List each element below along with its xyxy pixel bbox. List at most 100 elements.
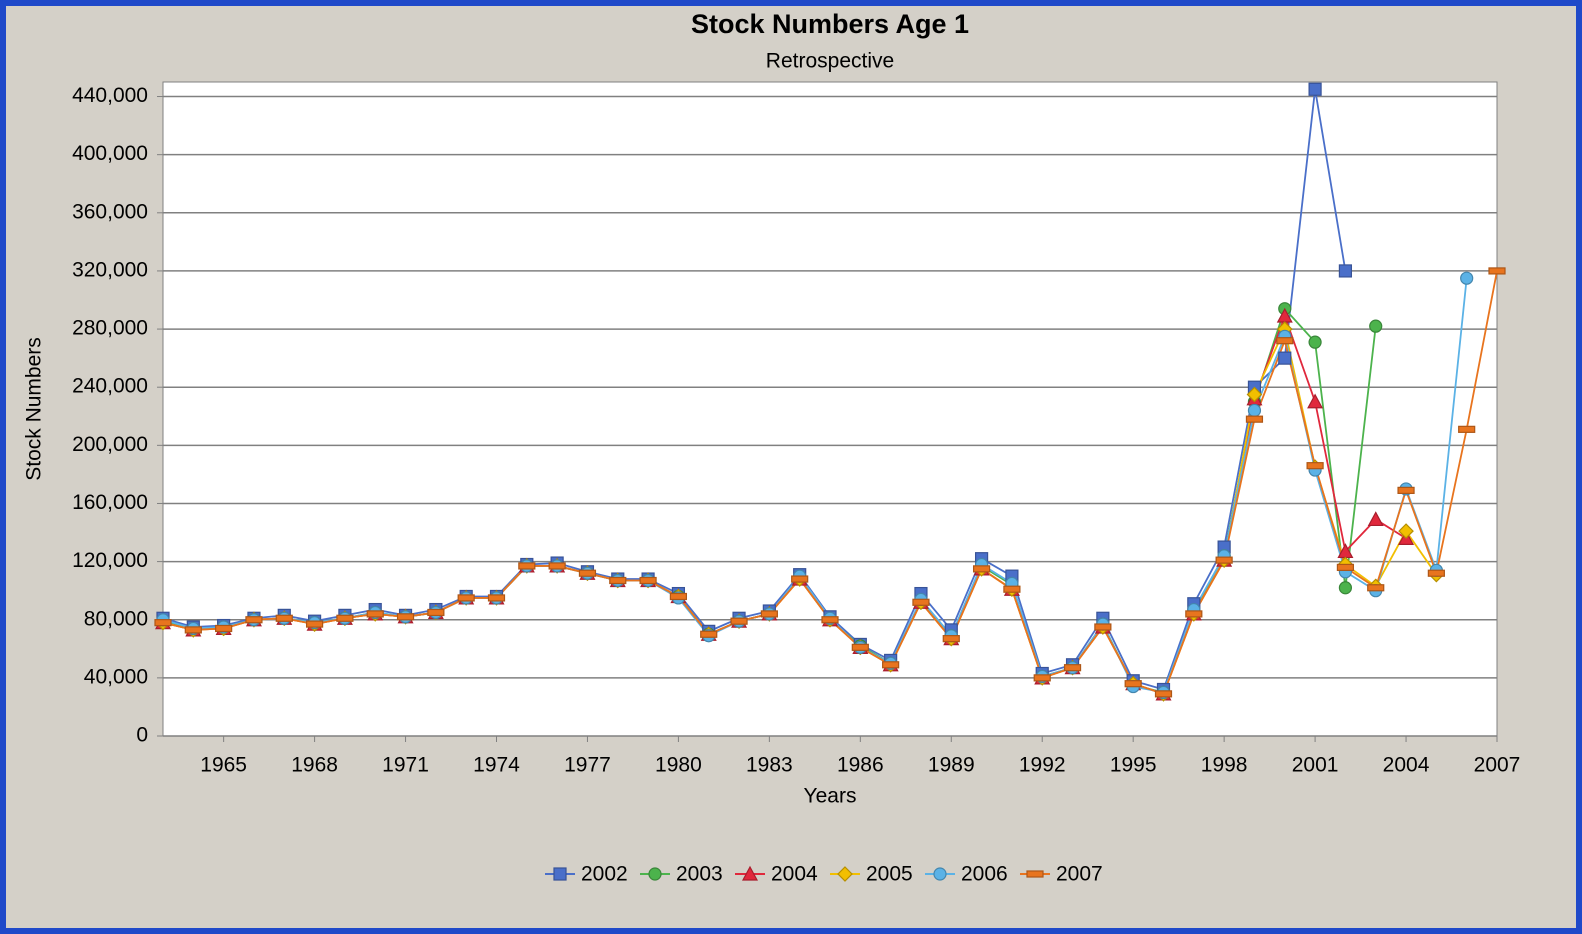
- data-point: [1246, 386, 1263, 403]
- legend-marker: [553, 867, 567, 881]
- data-point: [700, 630, 718, 638]
- data-point: [1185, 610, 1203, 618]
- data-point: [1427, 569, 1445, 577]
- x-tick-label: 1995: [1110, 754, 1157, 777]
- data-point: [609, 576, 627, 585]
- data-point: [730, 617, 748, 625]
- y-tick-label: 160,000: [72, 491, 148, 514]
- series-line: [162, 89, 1347, 691]
- y-tick-label: 200,000: [72, 433, 148, 456]
- data-point: [972, 565, 991, 573]
- data-point: [1338, 264, 1353, 278]
- data-point: [639, 576, 657, 585]
- data-point: [1278, 351, 1292, 365]
- data-point: [487, 594, 506, 602]
- data-point: [215, 624, 233, 633]
- data-point: [1276, 337, 1294, 345]
- data-point: [1397, 486, 1415, 494]
- data-point: [184, 626, 202, 634]
- legend-label: 2005: [866, 863, 913, 886]
- data-point: [1124, 680, 1142, 688]
- legend-label: 2007: [1056, 863, 1103, 886]
- x-tick-label: 1971: [382, 754, 429, 777]
- data-point: [882, 661, 900, 669]
- data-point: [669, 592, 688, 601]
- data-point: [1338, 581, 1353, 595]
- x-axis-label: Years: [804, 785, 857, 808]
- data-point: [245, 616, 263, 624]
- y-tick-label: 280,000: [72, 317, 148, 340]
- x-tick-label: 1998: [1201, 754, 1248, 777]
- data-point: [791, 575, 809, 583]
- data-point: [1488, 267, 1506, 275]
- data-point: [1308, 335, 1322, 349]
- y-tick-label: 0: [136, 724, 148, 747]
- x-tick-label: 1992: [1019, 754, 1066, 777]
- data-point: [1308, 82, 1322, 96]
- y-tick-label: 360,000: [72, 200, 148, 223]
- data-point: [1033, 674, 1051, 682]
- y-tick-label: 80,000: [84, 607, 148, 630]
- data-point: [154, 619, 172, 627]
- x-tick-label: 1986: [837, 754, 884, 777]
- data-point: [1094, 623, 1112, 631]
- data-point: [1245, 415, 1264, 423]
- data-point: [1369, 319, 1383, 333]
- data-point: [1458, 425, 1476, 433]
- x-tick-label: 1983: [746, 754, 793, 777]
- data-point: [851, 643, 869, 651]
- data-point: [1307, 393, 1324, 409]
- data-point: [1367, 584, 1385, 592]
- legend-marker: [1026, 870, 1044, 878]
- plot-area: [162, 81, 1498, 737]
- data-point: [427, 608, 445, 617]
- legend-label: 2006: [961, 863, 1008, 886]
- data-point: [1003, 585, 1021, 593]
- data-point: [457, 594, 475, 602]
- data-point: [1154, 690, 1173, 698]
- y-tick-label: 120,000: [72, 549, 148, 572]
- data-point: [942, 635, 960, 643]
- data-point: [305, 620, 324, 628]
- x-tick-label: 1977: [564, 754, 611, 777]
- legend-marker: [741, 865, 759, 881]
- y-tick-label: 440,000: [72, 84, 148, 107]
- legend-label: 2004: [771, 863, 818, 886]
- x-tick-label: 1974: [473, 754, 520, 777]
- y-tick-label: 320,000: [72, 258, 148, 281]
- x-tick-label: 1989: [928, 754, 975, 777]
- chart-subtitle: Retrospective: [766, 50, 894, 73]
- x-tick-label: 2004: [1383, 754, 1430, 777]
- data-point: [366, 610, 384, 618]
- data-point: [1306, 462, 1324, 470]
- data-point: [1336, 563, 1355, 572]
- y-tick-label: 40,000: [84, 665, 148, 688]
- data-point: [336, 614, 354, 622]
- legend-marker: [648, 867, 662, 881]
- y-axis-label: Stock Numbers: [23, 337, 46, 481]
- y-tick-label: 240,000: [72, 375, 148, 398]
- data-point: [1460, 271, 1474, 285]
- data-point: [1215, 556, 1233, 564]
- legend-label: 2002: [581, 863, 628, 886]
- data-point: [1367, 511, 1384, 527]
- data-point: [518, 562, 536, 570]
- x-tick-label: 1965: [200, 754, 247, 777]
- x-tick-label: 2007: [1474, 754, 1521, 777]
- data-point: [578, 569, 597, 577]
- data-point: [1398, 523, 1414, 539]
- data-point: [548, 562, 566, 570]
- chart-title: Stock Numbers Age 1: [691, 9, 969, 39]
- y-tick-label: 400,000: [72, 142, 148, 165]
- data-point: [1063, 664, 1082, 672]
- legend-label: 2003: [676, 863, 723, 886]
- data-point: [1247, 403, 1262, 418]
- data-point: [275, 614, 293, 622]
- x-tick-label: 1980: [655, 754, 702, 777]
- legend-marker: [837, 866, 853, 882]
- data-point: [821, 616, 839, 624]
- x-tick-label: 2001: [1292, 754, 1339, 777]
- data-point: [912, 598, 930, 606]
- data-point: [396, 613, 415, 621]
